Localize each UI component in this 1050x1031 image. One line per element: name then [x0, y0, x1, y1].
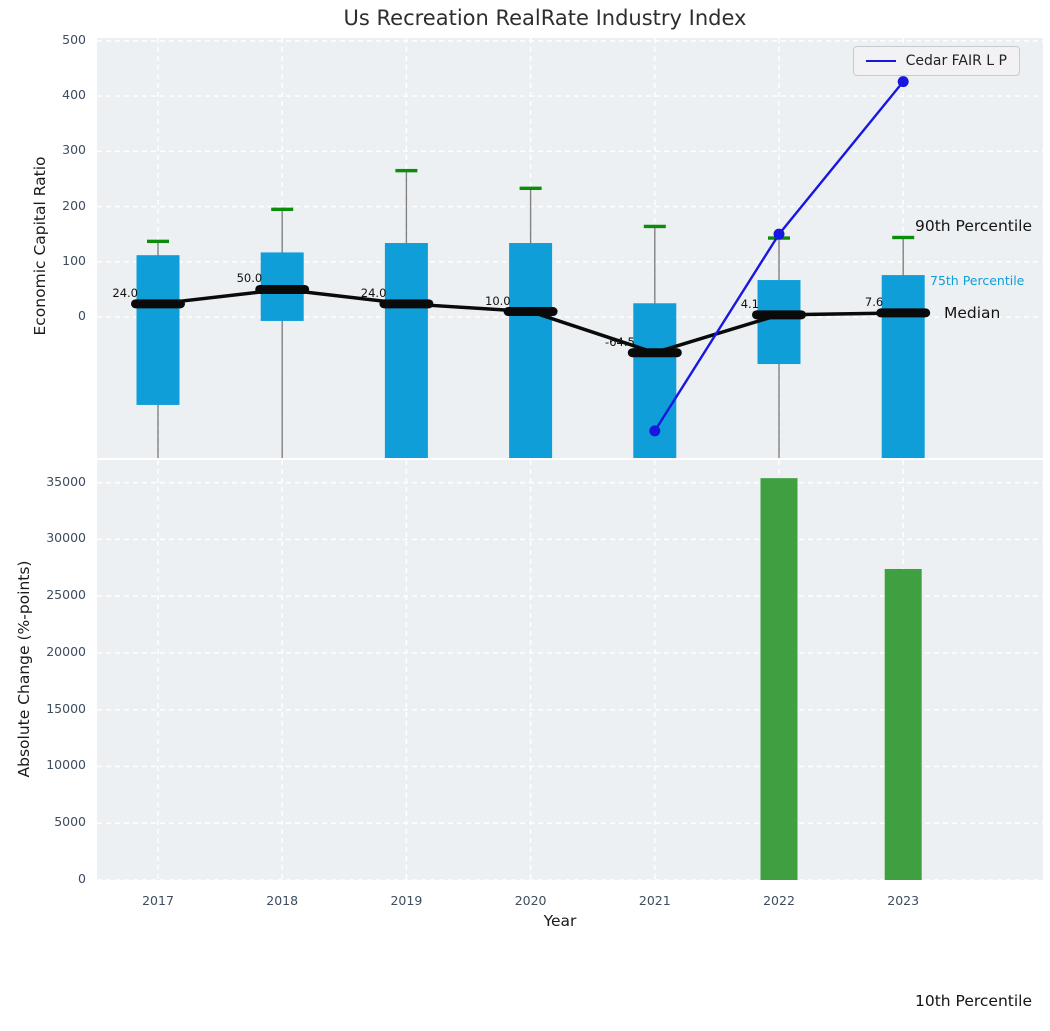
x-axis-label: Year: [510, 912, 610, 930]
percentile-bar-2017: [137, 255, 180, 405]
percentile-bar-2020: [509, 243, 552, 458]
top-plot-canvas: [97, 38, 1043, 458]
legend: Cedar FAIR L P: [853, 46, 1020, 76]
xtick-2017: 2017: [126, 893, 190, 908]
p90-cap-2020: [520, 187, 542, 190]
change-bar-2022: [761, 478, 798, 880]
xtick-2018: 2018: [250, 893, 314, 908]
p90-cap-2018: [271, 208, 293, 211]
top-ytick-300: 300: [30, 142, 86, 157]
top-ytick-100: 100: [30, 253, 86, 268]
bottom-ytick-35000: 35000: [30, 474, 86, 489]
legend-label: Cedar FAIR L P: [906, 53, 1007, 69]
xtick-2020: 2020: [499, 893, 563, 908]
bottom-ytick-5000: 5000: [30, 814, 86, 829]
cedar-fair-point-2021: [649, 425, 660, 436]
top-plot-area: Cedar FAIR L P 90th Percentile 75th Perc…: [97, 38, 1043, 458]
bottom-ytick-15000: 15000: [30, 701, 86, 716]
median-value-annotation-2020: 10.0: [485, 294, 511, 308]
bottom-ytick-10000: 10000: [30, 757, 86, 772]
percentile-bar-2023: [882, 275, 925, 458]
median-value-annotation-2023: 7.6: [865, 295, 883, 309]
median-marker-2017: [131, 299, 185, 308]
p90-percentile-label: 90th Percentile: [915, 217, 1032, 235]
percentile-bar-2022: [758, 280, 801, 364]
xtick-2023: 2023: [871, 893, 935, 908]
bottom-ytick-20000: 20000: [30, 644, 86, 659]
bottom-y-axis-label: Absolute Change (%-points): [15, 519, 33, 819]
top-ytick-0: 0: [30, 308, 86, 323]
cedar-fair-point-2023: [898, 76, 909, 87]
p90-cap-2019: [395, 169, 417, 172]
xtick-2022: 2022: [747, 893, 811, 908]
median-value-annotation-2019: 24.0: [361, 286, 387, 300]
figure: Us Recreation RealRate Industry Index Ec…: [0, 0, 1050, 1031]
median-value-annotation-2021: -64.5: [605, 335, 635, 349]
top-y-axis-label: Economic Capital Ratio: [31, 96, 49, 396]
median-series-label: Median: [944, 304, 1000, 322]
bottom-plot-area: [97, 460, 1043, 880]
p90-cap-2017: [147, 240, 169, 243]
top-ytick-500: 500: [30, 32, 86, 47]
bottom-plot-canvas: [97, 460, 1043, 880]
p75-percentile-label: 75th Percentile: [930, 273, 1024, 288]
bottom-ytick-25000: 25000: [30, 587, 86, 602]
top-ytick-200: 200: [30, 198, 86, 213]
median-value-annotation-2017: 24.0: [112, 286, 138, 300]
p10-percentile-label: 10th Percentile: [915, 992, 1032, 1010]
xtick-2019: 2019: [374, 893, 438, 908]
top-ytick-400: 400: [30, 87, 86, 102]
median-marker-2021: [628, 348, 682, 357]
percentile-bar-2019: [385, 243, 428, 458]
median-marker-2022: [752, 310, 806, 319]
bottom-ytick-30000: 30000: [30, 530, 86, 545]
legend-line-sample: [866, 60, 896, 62]
p90-cap-2021: [644, 225, 666, 228]
change-bar-2023: [885, 569, 922, 880]
p90-cap-2023: [892, 236, 914, 239]
median-marker-2019: [379, 299, 433, 308]
chart-title: Us Recreation RealRate Industry Index: [20, 6, 1050, 30]
median-marker-2018: [255, 285, 309, 294]
xtick-2021: 2021: [623, 893, 687, 908]
median-marker-2023: [876, 308, 930, 317]
bottom-ytick-0: 0: [30, 871, 86, 886]
median-marker-2020: [504, 307, 558, 316]
median-value-annotation-2018: 50.0: [237, 271, 263, 285]
median-value-annotation-2022: 4.1: [741, 297, 759, 311]
cedar-fair-point-2022: [774, 229, 785, 240]
